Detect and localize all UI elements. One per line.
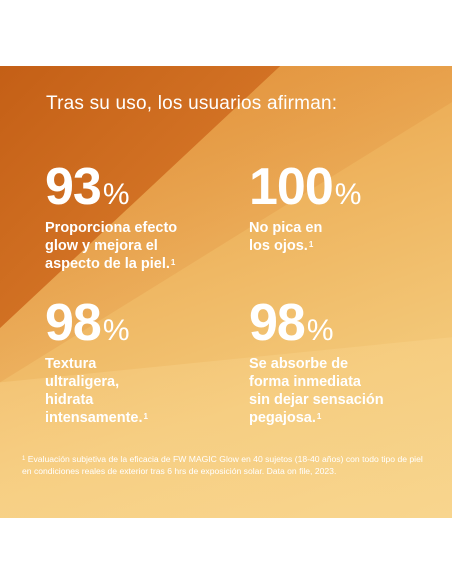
footnote-mark: 1 [170, 258, 176, 267]
stat-line: sin dejar sensación [249, 392, 384, 408]
stat-line: hidrata [45, 392, 94, 408]
footnote-mark: 1 [308, 240, 314, 249]
stat-description: Textura ultraligera, hidrata intensament… [45, 355, 215, 427]
stat-line: intensamente. [45, 410, 143, 426]
footnote-mark: 1 [143, 412, 148, 421]
stat-line: los ojos. [249, 238, 308, 254]
stat-number: 98% [45, 297, 215, 349]
stat-line: Textura [45, 356, 97, 372]
stat-block: 98% Textura ultraligera, hidrata intensa… [45, 297, 215, 427]
footnote-text: Evaluación subjetiva de la eficacia de F… [22, 454, 423, 476]
stat-line: Proporciona efecto [45, 220, 178, 236]
stat-unit: % [102, 314, 130, 347]
stat-line: aspecto de la piel. [45, 256, 170, 272]
stat-number: 98% [249, 297, 419, 349]
footnote-mark: 1 [22, 456, 26, 462]
stat-block: 100% No pica en los ojos.1 [249, 161, 419, 255]
stat-unit: % [334, 178, 362, 211]
stat-block: 98% Se absorbe de forma inmediata sin de… [249, 297, 419, 427]
stat-description: No pica en los ojos.1 [249, 219, 419, 255]
stat-line: glow y mejora el [45, 238, 158, 254]
headline: Tras su uso, los usuarios afirman: [46, 93, 338, 114]
footnote: 1 Evaluación subjetiva de la eficacia de… [22, 453, 428, 477]
stat-line: forma inmediata [249, 374, 361, 390]
stat-value: 100 [249, 158, 334, 216]
stat-description: Proporciona efecto glow y mejora el aspe… [45, 219, 215, 273]
stat-line: ultraligera, [45, 374, 120, 390]
stat-value: 98 [45, 294, 102, 352]
stat-value: 93 [45, 158, 102, 216]
stat-line: Se absorbe de [249, 356, 349, 372]
promo-panel [0, 66, 452, 518]
stat-value: 98 [249, 294, 306, 352]
stat-number: 100% [249, 161, 419, 213]
stat-description: Se absorbe de forma inmediata sin dejar … [249, 355, 419, 427]
stat-number: 93% [45, 161, 215, 213]
stat-unit: % [102, 178, 130, 211]
stat-line: No pica en [249, 220, 323, 236]
footnote-mark: 1 [316, 412, 322, 421]
stat-unit: % [306, 314, 334, 347]
stat-line: pegajosa. [249, 410, 316, 426]
stat-block: 93% Proporciona efecto glow y mejora el … [45, 161, 215, 273]
